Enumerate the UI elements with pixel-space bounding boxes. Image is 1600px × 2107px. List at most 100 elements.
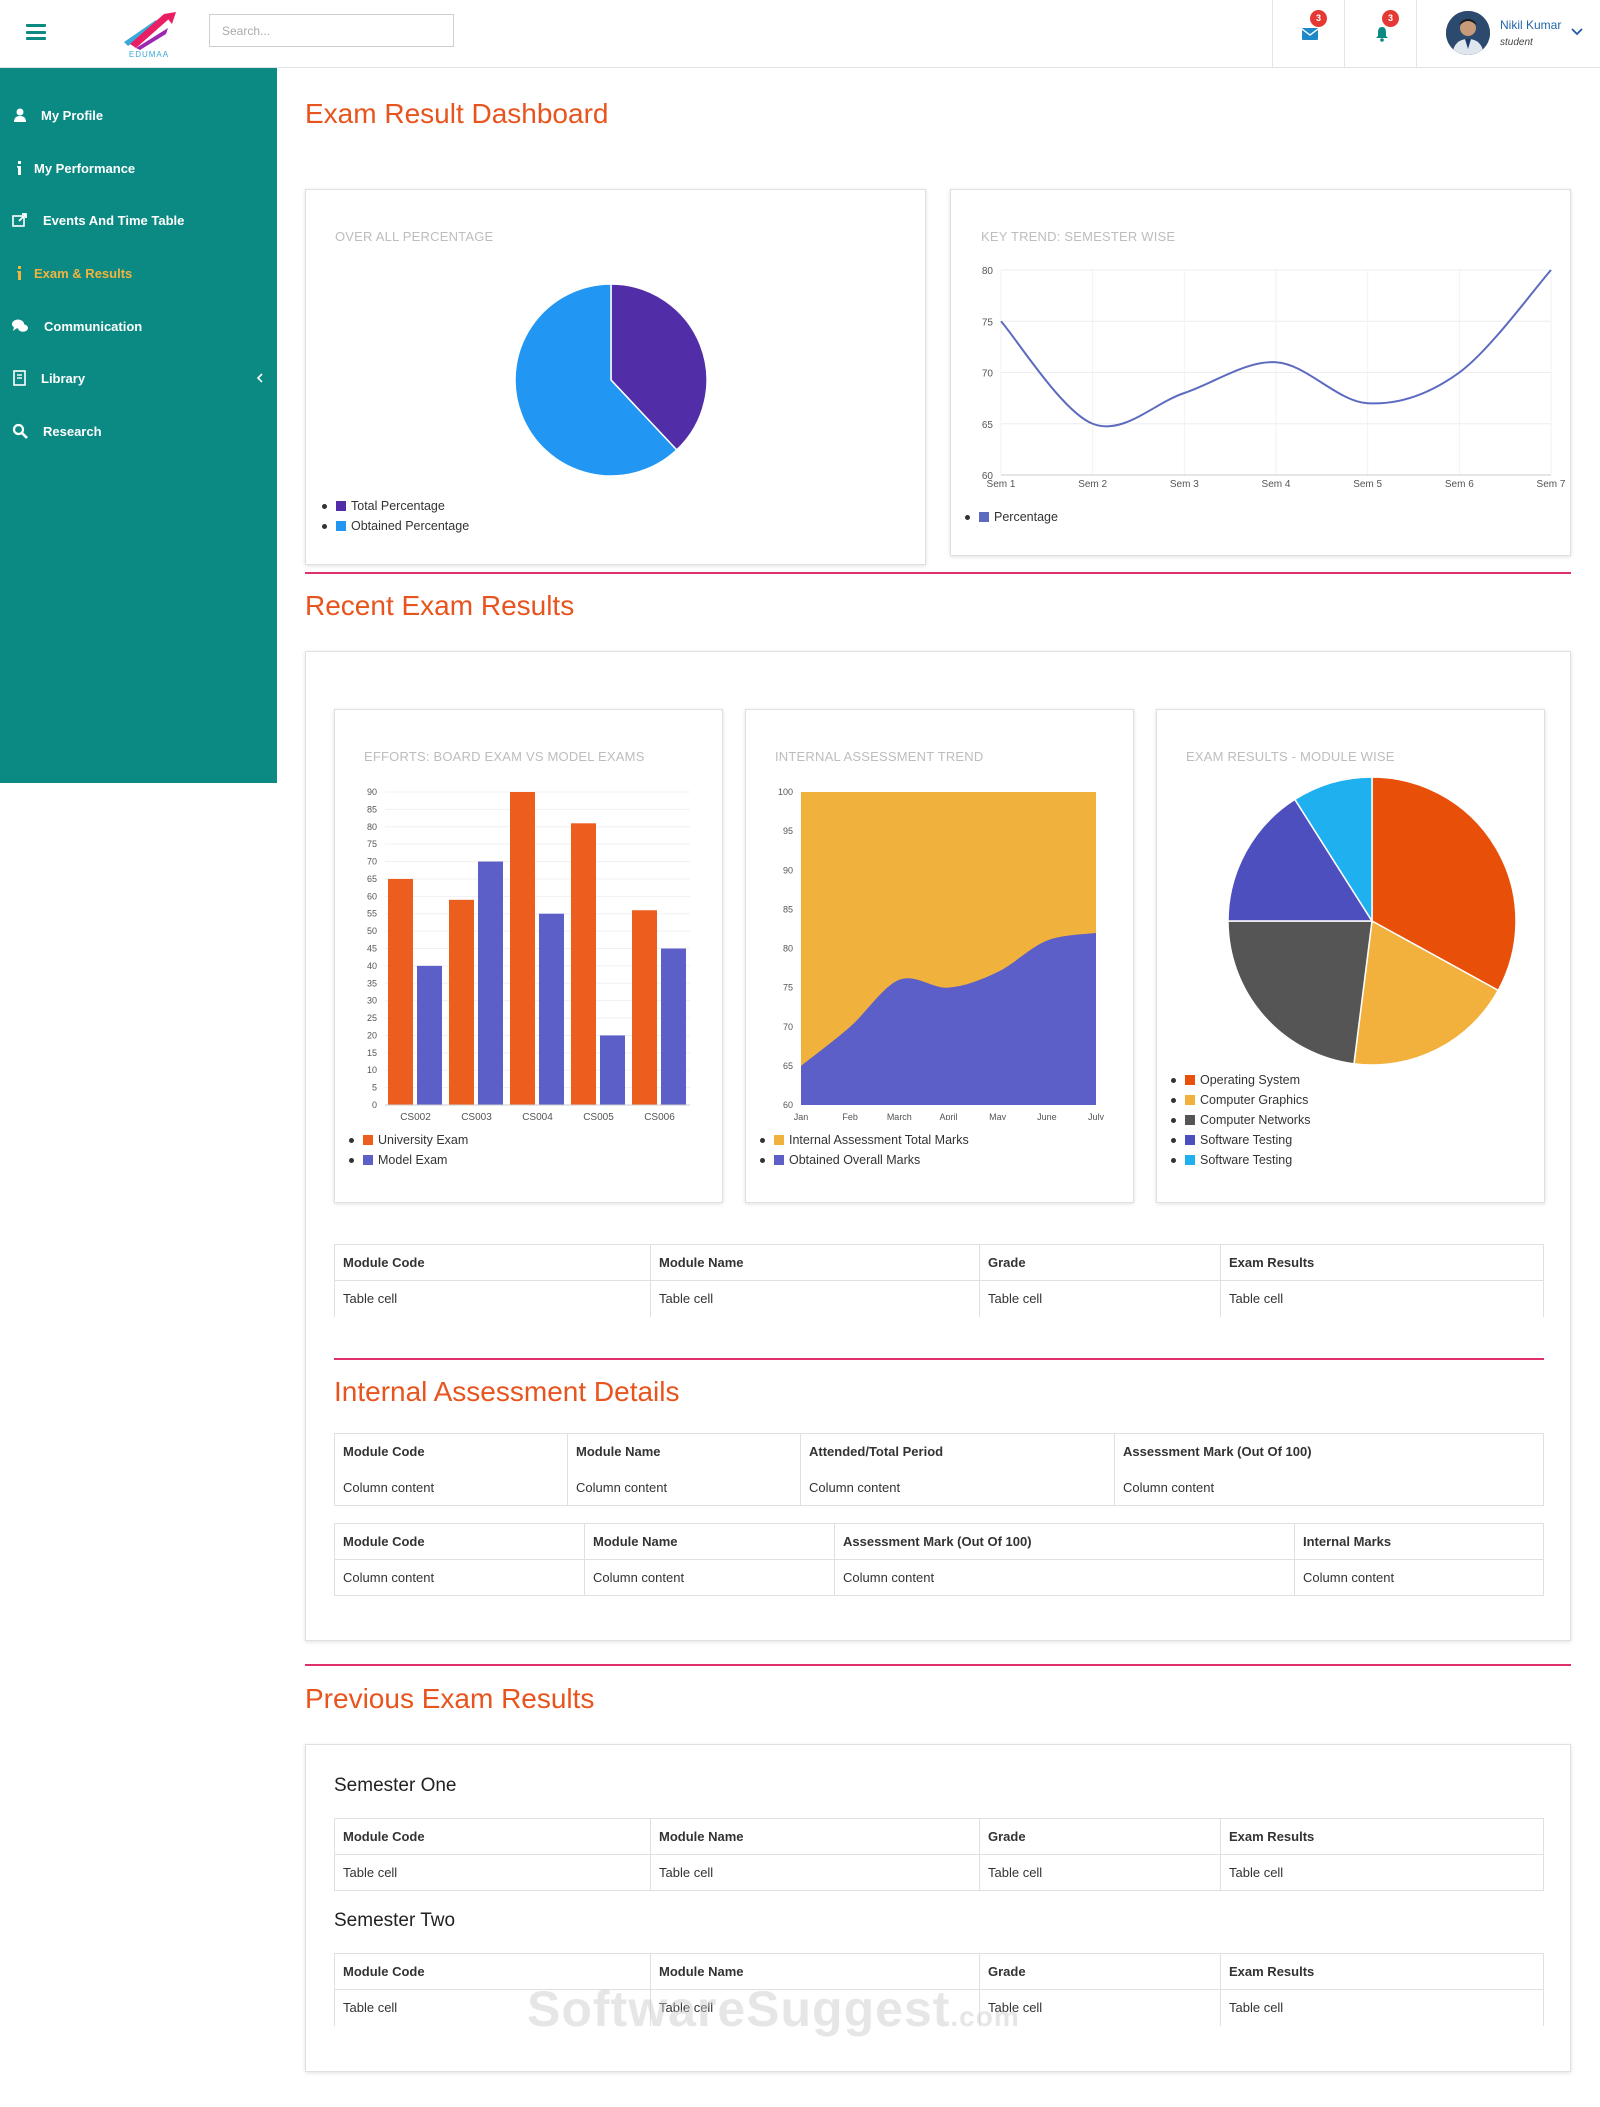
x-tick-label: CS005 <box>583 1112 614 1120</box>
legend-item[interactable]: Internal Assessment Total Marks <box>760 1130 969 1150</box>
legend-item[interactable]: University Exam <box>349 1130 468 1150</box>
column-header[interactable]: Module Code <box>334 1523 585 1560</box>
recent-results-panel: EFFORTS: BOARD EXAM VS MODEL EXAMS 0 5 10 1… <box>305 651 1571 1641</box>
y-tick-label: 65 <box>982 420 994 431</box>
y-tick-label: 55 <box>367 909 377 919</box>
table-row[interactable]: Table cell Table cell Table cell Table c… <box>334 1280 1544 1317</box>
brand-logo-text: EDUMAA <box>128 50 170 59</box>
chart-legend: University Exam Model Exam <box>349 1130 468 1170</box>
menu-toggle-icon[interactable] <box>26 24 46 40</box>
column-header[interactable]: Grade <box>979 1953 1221 1990</box>
legend-item[interactable]: Model Exam <box>349 1150 468 1170</box>
legend-item[interactable]: Operating System <box>1171 1070 1310 1090</box>
column-header[interactable]: Module Name <box>567 1433 801 1470</box>
previous-results-panel: Semester One Module Code Module Name Gra… <box>305 1744 1571 2072</box>
user-photo-icon <box>1446 11 1490 55</box>
x-tick-label: Sem 7 <box>1537 479 1566 490</box>
chart-legend: Percentage <box>965 507 1058 527</box>
efforts-bar-chart: 0 5 10 15 20 25 30 35 40 45 50 55 60 65 70 75 80 85 90 CS00… <box>367 787 690 1120</box>
column-header[interactable]: Exam Results <box>1220 1953 1544 1990</box>
y-tick-label: 90 <box>367 787 377 797</box>
semester-trend-line-chart: 60 65 70 75 80 Sem 1 Sem 2 Sem 3 Sem 4 Sem 5 Sem 6… <box>982 266 1566 490</box>
column-header[interactable]: Exam Results <box>1220 1818 1544 1855</box>
sidebar-item-label: Events And Time Table <box>43 213 185 228</box>
column-header[interactable]: Module Name <box>650 1244 980 1281</box>
y-tick-label: 70 <box>367 857 377 867</box>
column-header[interactable]: Grade <box>979 1244 1221 1281</box>
column-header[interactable]: Module Name <box>650 1953 980 1990</box>
internal-assessment-table: Module Code Module Name Attended/Total P… <box>334 1433 1544 1506</box>
y-tick-label: 75 <box>982 317 994 328</box>
column-header[interactable]: Module Code <box>334 1953 651 1990</box>
sidebar-item-exam-results[interactable]: Exam & Results <box>0 249 277 299</box>
avatar[interactable] <box>1446 11 1490 55</box>
notification-button[interactable]: 3 <box>1370 10 1399 46</box>
table-cell: Column content <box>1114 1469 1544 1506</box>
sidebar-item-communication[interactable]: Communication <box>0 302 277 352</box>
series-area <box>801 932 1096 1105</box>
legend-item[interactable]: Software Testing <box>1171 1130 1310 1150</box>
user-name[interactable]: Nikil Kumar <box>1500 18 1562 32</box>
mail-button[interactable]: 3 <box>1298 10 1327 46</box>
column-header[interactable]: Module Name <box>584 1523 835 1560</box>
pie-slice <box>1293 776 1373 924</box>
sidebar-item-label: My Profile <box>41 108 104 123</box>
y-tick-label: 60 <box>367 891 377 901</box>
column-header[interactable]: Module Code <box>334 1433 568 1470</box>
user-role: student <box>1500 37 1533 48</box>
table-row[interactable]: Table cell Table cell Table cell Table c… <box>334 1989 1544 2026</box>
legend-item[interactable]: Software Testing <box>1171 1150 1310 1170</box>
legend-label: Model Exam <box>378 1153 448 1167</box>
column-header[interactable]: Assessment Mark (Out Of 100) <box>834 1523 1295 1560</box>
legend-item[interactable]: Percentage <box>965 507 1058 527</box>
column-header[interactable]: Grade <box>979 1818 1221 1855</box>
search-input[interactable] <box>209 14 454 47</box>
legend-label: Obtained Percentage <box>351 519 470 533</box>
chart-legend: Total Percentage Obtained Percentage <box>322 496 469 536</box>
sidebar-item-events[interactable]: Events And Time Table <box>0 196 277 246</box>
legend-label: Computer Graphics <box>1200 1093 1309 1107</box>
x-tick-label: Sem 1 <box>987 479 1016 490</box>
brand-logo[interactable] <box>116 10 182 60</box>
chevron-left-icon[interactable] <box>255 372 265 384</box>
watermark: SoftwareSuggest.com <box>527 1980 1020 2038</box>
bar <box>632 910 657 1105</box>
table-row[interactable]: Column content Column content Column con… <box>334 1469 1544 1506</box>
sidebar-item-label: Research <box>43 424 102 439</box>
sidebar-item-library[interactable]: Library <box>0 354 277 404</box>
legend-item[interactable]: Obtained Percentage <box>322 516 469 536</box>
x-tick-label: Sem 2 <box>1078 479 1107 490</box>
table-row[interactable]: Column content Column content Column con… <box>334 1559 1544 1596</box>
x-tick-label: CS006 <box>644 1112 675 1120</box>
y-tick-label: 70 <box>982 369 994 380</box>
sidebar-item-research[interactable]: Research <box>0 407 277 457</box>
table-cell: Table cell <box>334 1989 651 2026</box>
column-header[interactable]: Exam Results <box>1220 1244 1544 1281</box>
y-tick-label: 100 <box>778 787 793 797</box>
x-tick-label: CS002 <box>400 1112 431 1120</box>
section-title: Previous Exam Results <box>305 1683 595 1714</box>
header-divider <box>1272 0 1273 68</box>
legend-item[interactable]: Computer Graphics <box>1171 1090 1310 1110</box>
legend-label: Total Percentage <box>351 499 445 513</box>
sidebar-item-my-profile[interactable]: My Profile <box>0 91 277 141</box>
semester-two-table: Module Code Module Name Grade Exam Resul… <box>334 1953 1544 2026</box>
card-title: OVER ALL PERCENTAGE <box>335 229 494 244</box>
pie-slice <box>1227 920 1373 1065</box>
legend-item[interactable]: Computer Networks <box>1171 1110 1310 1130</box>
card-title: EFFORTS: BOARD EXAM VS MODEL EXAMS <box>364 749 645 764</box>
column-header[interactable]: Module Code <box>334 1244 651 1281</box>
y-tick-label: 80 <box>982 266 994 277</box>
sidebar-item-my-performance[interactable]: My Performance <box>0 144 277 194</box>
column-header[interactable]: Attended/Total Period <box>800 1433 1115 1470</box>
column-header[interactable]: Internal Marks <box>1294 1523 1544 1560</box>
legend-item[interactable]: Obtained Overall Marks <box>760 1150 969 1170</box>
column-header[interactable]: Module Name <box>650 1818 980 1855</box>
x-tick-label: Sem 4 <box>1262 479 1291 490</box>
table-header-row: Module Code Module Name Attended/Total P… <box>334 1433 1544 1470</box>
chevron-down-icon[interactable] <box>1570 25 1584 39</box>
column-header[interactable]: Module Code <box>334 1818 651 1855</box>
legend-item[interactable]: Total Percentage <box>322 496 469 516</box>
column-header[interactable]: Assessment Mark (Out Of 100) <box>1114 1433 1544 1470</box>
table-row[interactable]: Table cell Table cell Table cell Table c… <box>334 1854 1544 1891</box>
